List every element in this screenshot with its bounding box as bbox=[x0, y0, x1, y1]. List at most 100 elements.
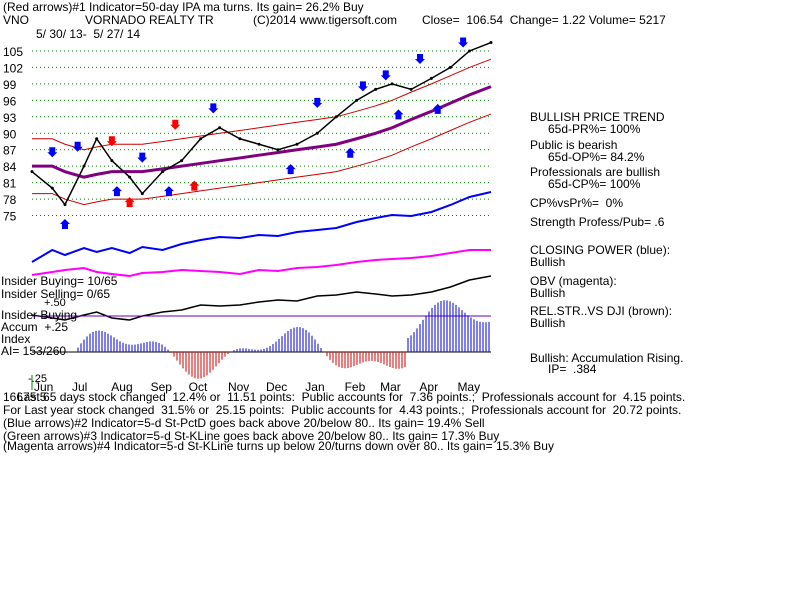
x-tick-label: May bbox=[457, 380, 480, 394]
price-point bbox=[199, 137, 203, 141]
blue-arrow-up bbox=[285, 164, 296, 175]
upper-band bbox=[32, 58, 492, 151]
price-point bbox=[110, 159, 114, 163]
blue-arrow-down bbox=[47, 147, 58, 158]
blue-arrow-down bbox=[312, 97, 323, 108]
blue-arrow-up bbox=[345, 147, 356, 158]
rel-strength-line bbox=[31, 275, 492, 321]
footer-magenta-arrows: (Magenta arrows)#4 Indicator=5-d St-KLin… bbox=[3, 439, 554, 453]
obv-value: Bullish bbox=[530, 286, 566, 300]
price-point bbox=[429, 76, 433, 80]
blue-arrow-up bbox=[111, 186, 122, 197]
insider-selling: Insider Selling= 0/65 bbox=[1, 287, 111, 301]
y-tick-label: 102 bbox=[3, 61, 23, 75]
closing-power-label: CLOSING POWER (blue): bbox=[530, 243, 671, 257]
price-point bbox=[218, 126, 222, 130]
x-tick-label: Sep bbox=[151, 380, 173, 394]
footer-65day: Last 65 days stock changed 12.4% or 11.5… bbox=[17, 390, 686, 404]
close-stats: Close= 106.54 Change= 1.22 Volume= 5217 bbox=[422, 13, 666, 27]
price-point bbox=[355, 98, 359, 102]
x-tick-label: Oct bbox=[189, 380, 208, 394]
closing-power-value: Bullish bbox=[530, 255, 566, 269]
price-point bbox=[448, 65, 452, 69]
x-tick-label: Jan bbox=[305, 380, 324, 394]
blue-arrow-down bbox=[72, 141, 83, 152]
y-tick-label: 90 bbox=[3, 127, 17, 141]
price-point bbox=[467, 49, 471, 53]
public-label: Public is bearish bbox=[530, 138, 618, 152]
red-arrow-down bbox=[106, 136, 117, 147]
x-tick-label: Nov bbox=[228, 380, 249, 394]
price-point bbox=[409, 87, 413, 91]
red-arrow-down bbox=[170, 119, 181, 130]
insider-buying: Insider Buying= 10/65 bbox=[1, 274, 118, 288]
x-tick-label: Apr bbox=[419, 380, 438, 394]
blue-arrow-up bbox=[432, 103, 443, 114]
cp-value: 65d-CP%= 100% bbox=[548, 177, 641, 191]
strength-value: Strength Profess/Pub= .6 bbox=[530, 215, 665, 229]
blue-arrow-down bbox=[458, 37, 469, 48]
blue-arrow-up bbox=[163, 186, 174, 197]
x-tick-label: Mar bbox=[380, 380, 401, 394]
blue-arrow-down bbox=[357, 81, 368, 92]
blue-arrow-up bbox=[59, 219, 70, 230]
footer-blue-arrows: (Blue arrows)#2 Indicator=5-d St-PctD go… bbox=[3, 416, 485, 430]
date-range: 5/ 30/ 13- 5/ 27/ 14 bbox=[36, 27, 141, 41]
index-label: Index bbox=[1, 332, 31, 346]
x-tick-label: Feb bbox=[345, 380, 366, 394]
price-point bbox=[63, 203, 67, 207]
relstr-label: REL.STR..VS DJI (brown): bbox=[530, 304, 673, 318]
price-point bbox=[161, 170, 165, 174]
price-point bbox=[390, 82, 394, 86]
blue-arrow-down bbox=[137, 152, 148, 163]
price-point bbox=[257, 142, 261, 146]
lower-band bbox=[32, 113, 492, 206]
red-arrow-up bbox=[189, 180, 200, 191]
price-point bbox=[95, 137, 99, 141]
blue-arrow-up bbox=[393, 109, 404, 120]
y-tick-label: 87 bbox=[3, 144, 17, 158]
company-name: VORNADO REALTY TR bbox=[85, 13, 214, 27]
price-point bbox=[50, 186, 54, 190]
price-point bbox=[295, 142, 299, 146]
x-tick-label: Jun bbox=[34, 380, 53, 394]
y-tick-label: 105 bbox=[3, 45, 23, 59]
y-tick-label: 75 bbox=[3, 210, 17, 224]
price-point bbox=[238, 137, 242, 141]
y-tick-label: 99 bbox=[3, 78, 17, 92]
footer-year: For Last year stock changed 31.5% or 25.… bbox=[3, 403, 682, 417]
blue-arrow-down bbox=[414, 53, 425, 64]
pr-value: 65d-PR%= 100% bbox=[548, 122, 641, 136]
price-point bbox=[128, 175, 132, 179]
header-indicator-line: (Red arrows)#1 Indicator=50-day IPA ma t… bbox=[3, 0, 364, 14]
y-tick-label: 93 bbox=[3, 111, 17, 125]
copyright: (C)2014 www.tigersoft.com bbox=[253, 13, 398, 27]
price-point bbox=[276, 148, 280, 152]
obv-label: OBV (magenta): bbox=[530, 274, 617, 288]
x-tick-label: Jul bbox=[72, 380, 87, 394]
ma-line bbox=[32, 85, 492, 179]
y-tick-label: 78 bbox=[3, 193, 17, 207]
cpvspr-value: CP%vsPr%= 0% bbox=[530, 196, 624, 210]
accum-index-line: Accum +.25 bbox=[1, 320, 69, 334]
y-tick-label: 81 bbox=[3, 177, 17, 191]
minus25-label: -.25 bbox=[28, 373, 47, 385]
footer-prefix: 16675.5 bbox=[3, 390, 47, 404]
op-value: 65d-OP%= 84.2% bbox=[548, 150, 645, 164]
ai-value: AI= 153/260 bbox=[1, 344, 67, 358]
blue-arrow-down bbox=[380, 70, 391, 81]
obv-line bbox=[31, 249, 491, 278]
ip-value: IP= .384 bbox=[548, 362, 597, 376]
price-point bbox=[334, 115, 338, 119]
footer-green-arrows: (Green arrows)#3 Indicator=5-d St-KLine … bbox=[3, 429, 500, 443]
ticker-symbol: VNO bbox=[3, 13, 30, 27]
y-tick-label: 96 bbox=[3, 94, 17, 108]
relstr-value: Bullish bbox=[530, 316, 566, 330]
accum-label: Bullish: Accumulation Rising. bbox=[530, 351, 684, 365]
x-tick-label: Aug bbox=[111, 380, 132, 394]
trend-title: BULLISH PRICE TREND bbox=[530, 110, 665, 124]
red-arrow-up bbox=[124, 197, 135, 208]
insider-title: Insider Buying bbox=[1, 308, 78, 322]
price-point bbox=[374, 87, 378, 91]
